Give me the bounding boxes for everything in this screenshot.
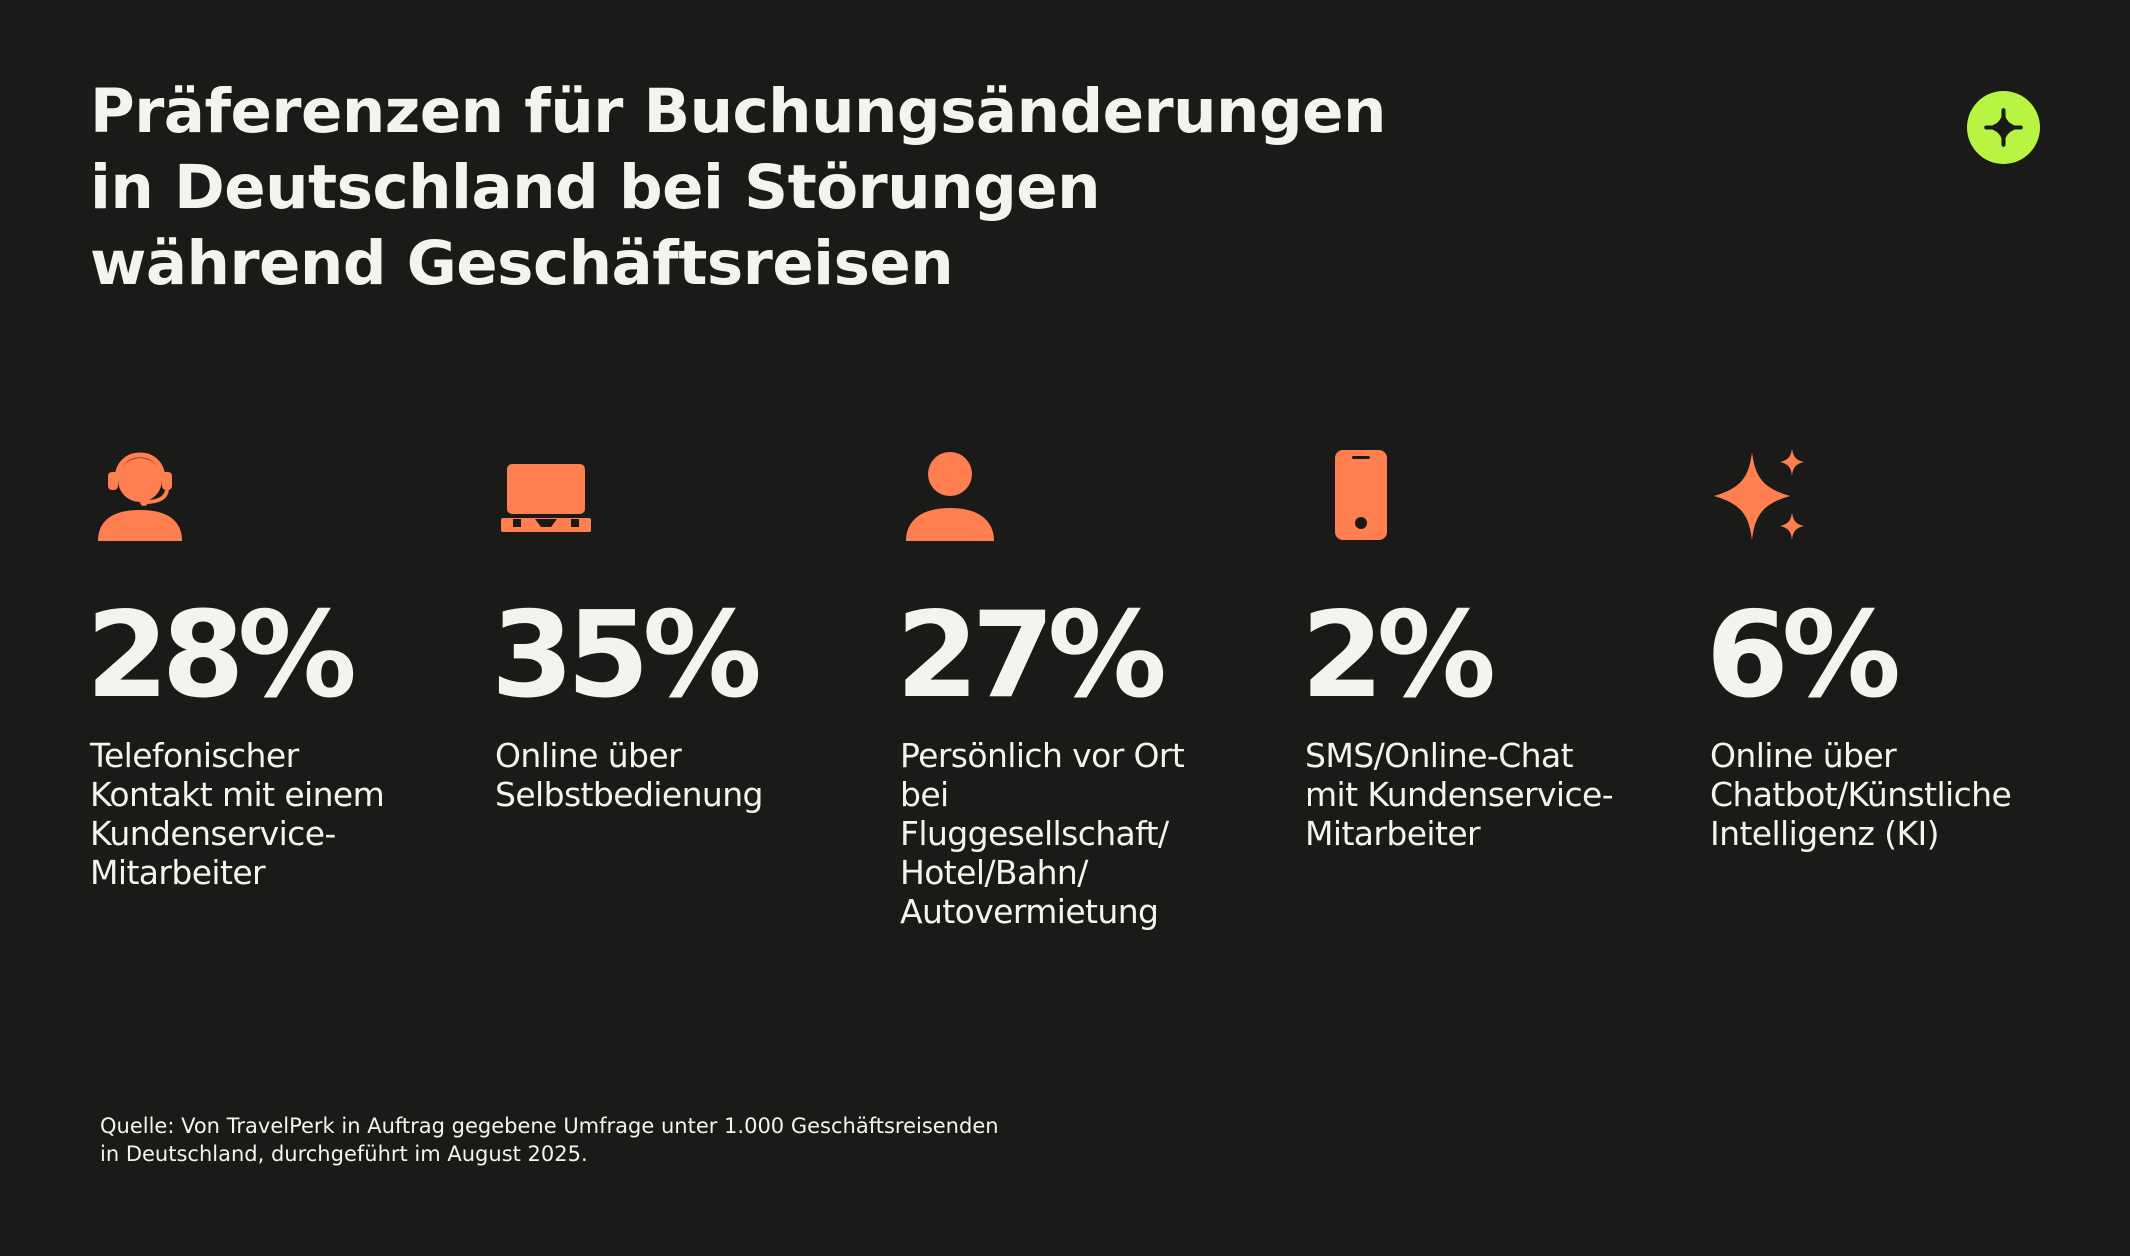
stat-label: Persönlich vor Ort bei Fluggesellschaft/… [900,736,1185,931]
stat-label: Online über Selbstbedienung [495,736,763,814]
plus-logo-icon [1967,91,2040,164]
stat-value: 27% [896,587,1167,725]
stat-value: 6% [1706,587,1901,725]
stat-value: 35% [491,587,762,725]
title-line-1: Präferenzen für Buchungsänderungen [90,76,1386,147]
laptop-icon [501,464,591,532]
source-note: Quelle: Von TravelPerk in Auftrag gegebe… [100,1114,999,1166]
smartphone-icon [1335,450,1387,540]
stat-label: Telefonischer Kontakt mit einem Kundense… [90,736,385,892]
title-line-2: in Deutschland bei Störungen [90,152,1101,223]
stat-value: 28% [86,587,357,725]
person-icon [906,452,994,541]
stat-label: Online über Chatbot/Künstliche Intellige… [1710,736,2012,853]
page-title: Präferenzen für Buchungsänderungen in De… [90,74,1390,302]
headset-agent-icon [98,448,182,541]
stat-value: 2% [1301,587,1496,725]
stat-label: SMS/Online-Chat mit Kundenservice- Mitar… [1305,736,1614,853]
sparkle-ai-icon [1714,448,1804,540]
title-line-3: während Geschäftsreisen [90,228,954,299]
